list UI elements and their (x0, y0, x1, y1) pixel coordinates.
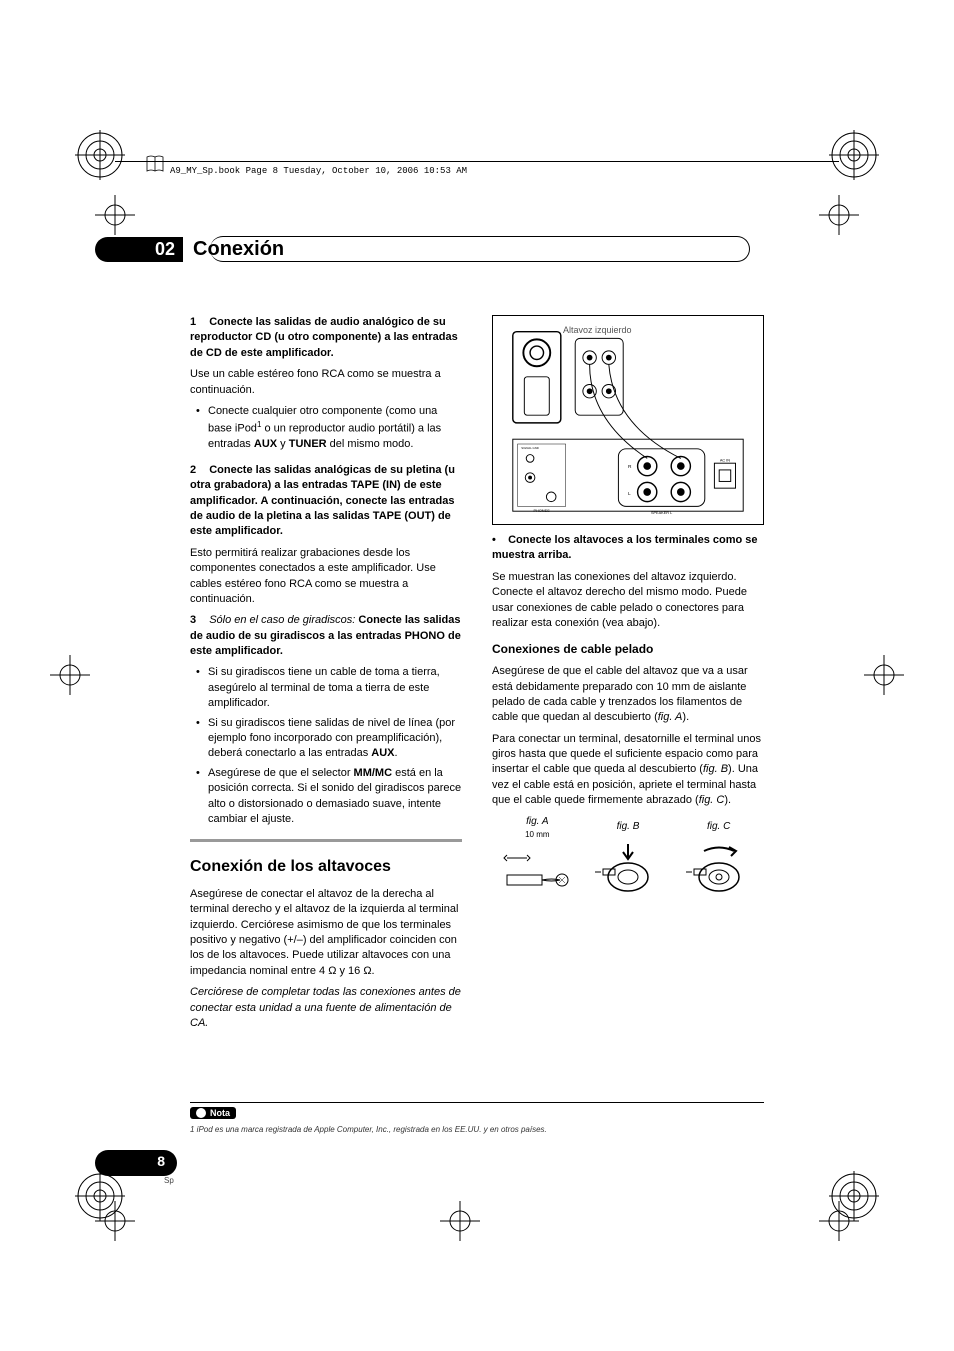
registration-mark-tl (75, 130, 125, 180)
fig-a: fig. A 10 mm (502, 815, 572, 915)
fig-c: fig. C (684, 820, 754, 909)
fig-a-svg (502, 840, 572, 910)
connection-diagram-svg: PHONES SIGNAL GND R L SPEAKER L AC IN (501, 324, 755, 516)
fig-b-svg (593, 834, 663, 904)
step-3: 3 Sólo en el caso de giradiscos: Conecte… (190, 613, 462, 659)
speakers-heading: Conexión de los altavoces (190, 856, 462, 878)
step-num: 3 (190, 614, 196, 626)
step-2: 2 Conecte las salidas analógicas de su p… (190, 463, 462, 540)
step-1: 1 Conecte las salidas de audio analógico… (190, 315, 462, 361)
bare-wire-heading: Conexiones de cable pelado (492, 641, 764, 658)
right-column: Altavoz izquierdo PHONES (492, 315, 764, 1037)
note-badge: Nota (190, 1107, 236, 1119)
step-3-bullet-3: Asegúrese de que el selector MM/MC está … (208, 766, 462, 828)
step-1-bold: Conecte las salidas de audio analógico d… (190, 316, 458, 359)
header-text: A9_MY_Sp.book Page 8 Tuesday, October 10… (170, 166, 839, 176)
chapter-bar: 02 Conexión (95, 236, 284, 262)
cross-mark (440, 1201, 480, 1241)
svg-text:L: L (628, 491, 631, 497)
step-3-italic: Sólo en el caso de giradiscos: (209, 614, 355, 626)
fig-b: fig. B (593, 820, 663, 909)
svg-text:R: R (628, 464, 632, 470)
svg-text:PHONES: PHONES (534, 509, 551, 513)
bare-p2: Para conectar un terminal, desatornille … (492, 732, 764, 809)
step-3-bullet-2: Si su giradiscos tiene salidas de nivel … (208, 716, 462, 762)
chapter-title: Conexión (193, 238, 284, 261)
step-num: 2 (190, 464, 196, 476)
step-1-text: Use un cable estéreo fono RCA como se mu… (190, 367, 462, 398)
page-language: Sp (164, 1176, 174, 1185)
step-num: 1 (190, 316, 196, 328)
footnote-text: 1 iPod es una marca registrada de Apple … (190, 1125, 764, 1134)
cross-mark (95, 1201, 135, 1241)
fig-c-svg (684, 834, 754, 904)
svg-text:SPEAKER L: SPEAKER L (651, 511, 672, 515)
connect-instruction: • Conecte los altavoces a los terminales… (492, 533, 764, 564)
header-rule (115, 161, 839, 162)
svg-text:AC IN: AC IN (720, 458, 730, 462)
note-section: Nota 1 iPod es una marca registrada de A… (190, 1102, 764, 1134)
chapter-outline (210, 236, 750, 262)
section-divider (190, 839, 462, 842)
cross-mark (819, 195, 859, 235)
speaker-diagram: Altavoz izquierdo PHONES (492, 315, 764, 525)
book-icon (145, 155, 165, 173)
step-3-bullet-1: Si su giradiscos tiene un cable de toma … (208, 665, 462, 711)
cross-mark (819, 1201, 859, 1241)
speakers-p1: Asegúrese de conectar el altavoz de la d… (190, 887, 462, 979)
left-column: 1 Conecte las salidas de audio analógico… (190, 315, 462, 1037)
bare-p1: Asegúrese de que el cable del altavoz qu… (492, 664, 764, 726)
step-2-text: Esto permitirá realizar grabaciones desd… (190, 546, 462, 608)
figure-row: fig. A 10 mm fig. B (492, 815, 764, 915)
content-area: 1 Conecte las salidas de audio analógico… (190, 315, 764, 1037)
step-1-bullet: Conecte cualquier otro componente (como … (208, 404, 462, 453)
pencil-icon (196, 1108, 206, 1118)
connect-text: Se muestran las conexiones del altavoz i… (492, 570, 764, 632)
step-2-bold: Conecte las salidas analógicas de su ple… (190, 464, 455, 538)
speakers-p2: Cerciórese de completar todas las conexi… (190, 985, 462, 1031)
svg-text:SIGNAL GND: SIGNAL GND (521, 446, 539, 450)
cross-mark (95, 195, 135, 235)
page-number-tab: 8 (95, 1150, 177, 1176)
speaker-label: Altavoz izquierdo (563, 324, 632, 337)
chapter-number: 02 (95, 237, 183, 262)
cross-mark (864, 655, 904, 695)
cross-mark (50, 655, 90, 695)
